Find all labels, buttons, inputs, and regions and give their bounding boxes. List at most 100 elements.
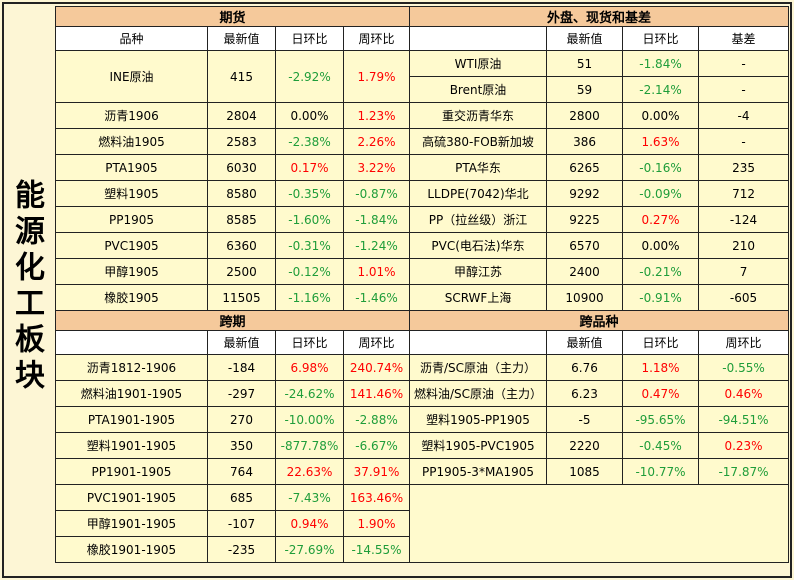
value-cell: -0.87% [342,180,411,207]
value-cell: 2.26% [342,128,411,155]
row-label: 塑料1905 [55,180,208,207]
value-cell: -27.69% [275,536,344,563]
section-title: 跨期 [54,310,411,331]
value-cell: -1.84% [342,206,411,233]
value-cell: 6030 [207,154,276,181]
value-cell: 163.46% [342,484,411,511]
table-row: PP1901-1905 764 22.63% 37.91% PP1905-3*MA190… [55,458,790,485]
column-header: 日环比 [622,330,700,355]
value-cell: 0.00% [622,102,700,129]
row-label: 沥青1812-1906 [55,354,208,381]
value-cell: -4 [698,102,790,129]
value-cell: 8580 [207,180,276,207]
value-cell: -24.62% [275,380,344,407]
value-cell: -0.21% [622,258,700,285]
row-label: PP1905 [55,206,208,233]
row-label: INE原油 [55,50,208,103]
value-cell: -0.31% [275,232,344,259]
value-cell: - [698,128,790,155]
table-row: 沥青1906 2804 0.00% 1.23% 重交沥青华东 2800 0.00% -4 [55,102,790,129]
row-label: SCRWF上海 [409,284,548,311]
value-cell: 2220 [546,432,624,459]
value-cell: -1.16% [275,284,344,311]
row-label: 沥青/SC原油（主力） [409,354,548,381]
column-header: 周环比 [698,330,790,355]
value-cell: 6.76 [546,354,624,381]
value-cell: -877.78% [275,432,344,459]
row-label: 燃料油1905 [55,128,208,155]
value-cell: 0.94% [275,510,344,537]
value-cell: 1.23% [342,102,411,129]
value-cell: -94.51% [698,406,790,433]
value-cell: -0.35% [275,180,344,207]
row-label: 塑料1905-PVC1905 [409,432,548,459]
value-cell: 0.00% [622,232,700,259]
column-header: 品种 [55,26,208,51]
value-cell: -6.67% [342,432,411,459]
value-cell: 1.79% [342,50,411,103]
table-row: 燃料油1901-1905 -297 -24.62% 141.46% 燃料油/SC原油（主… [55,380,790,407]
value-cell: -10.00% [275,406,344,433]
row-label: WTI原油 [409,50,548,77]
row-label: PP1905-3*MA1905 [409,458,548,485]
table-row: 甲醇1901-1905 -107 0.94% 1.90% [55,510,789,537]
value-cell: 1085 [546,458,624,485]
section-title: 跨品种 [409,310,790,331]
sidebar: 能源化工板块 [4,4,48,570]
column-header: 日环比 [622,26,700,51]
value-cell: -124 [698,206,790,233]
value-cell: -1.84% [622,50,700,77]
column-header-row: 品种 最新值 日环比 周环比 最新值 日环比 基差 [55,26,790,51]
value-cell: -5 [546,406,624,433]
row-label: 甲醇江苏 [409,258,548,285]
column-header: 最新值 [546,26,624,51]
value-cell: 3.22% [342,154,411,181]
row-label: 橡胶1901-1905 [55,536,208,563]
column-header: 基差 [698,26,790,51]
table-row: PTA1905 6030 0.17% 3.22% PTA华东 6265 -0.16% 235 [55,154,790,181]
table-row: INE原油 415 -2.92% 1.79% WTI原油 51 -1.84% - [55,50,790,103]
energy-chem-table: 期货 外盘、现货和基差 品种 最新值 日环比 周环比 最新值 日环比 基差 INE原油 415 -2.… [54,6,790,563]
bottom-section: 跨期 跨品种 最新值 日环比 周环比 最新值 日环比 周环比 沥青1812-1906 -184 6.… [54,310,790,563]
sidebar-title: 能源化工板块 [9,179,44,395]
value-cell: -2.14% [622,76,700,103]
value-cell: 11505 [207,284,276,311]
table-row: 燃料油1905 2583 -2.38% 2.26% 高硫380-FOB新加坡 386 1.6… [55,128,790,155]
value-cell: 2500 [207,258,276,285]
value-cell: 141.46% [342,380,411,407]
table-row: 塑料1901-1905 350 -877.78% -6.67% 塑料1905-PVC19… [55,432,790,459]
row-label: PVC1901-1905 [55,484,208,511]
value-cell: -0.16% [622,154,700,181]
value-cell: -2.38% [275,128,344,155]
value-cell: -7.43% [275,484,344,511]
value-cell: -605 [698,284,790,311]
value-cell: - [698,76,790,103]
value-cell: 6265 [546,154,624,181]
value-cell: -297 [207,380,276,407]
row-label: PTA1905 [55,154,208,181]
table-row: PVC1905 6360 -0.31% -1.24% PVC(电石法)华东 6570 0.0… [55,232,790,259]
value-cell: -107 [207,510,276,537]
table-row: 甲醇1905 2500 -0.12% 1.01% 甲醇江苏 2400 -0.21% 7 [55,258,790,285]
value-cell: 1.18% [622,354,700,381]
section-title: 期货 [54,6,411,27]
value-cell: 235 [698,154,790,181]
value-cell: 1.01% [342,258,411,285]
value-cell: 0.23% [698,432,790,459]
row-label: 沥青1906 [55,102,208,129]
value-cell: -0.55% [698,354,790,381]
section-title: 外盘、现货和基差 [409,6,790,27]
row-label: 重交沥青华东 [409,102,548,129]
value-cell: -0.91% [622,284,700,311]
value-cell: 37.91% [342,458,411,485]
value-cell: -95.65% [622,406,700,433]
section-header-row: 期货 外盘、现货和基差 [54,6,790,27]
row-label: PP1901-1905 [55,458,208,485]
column-header: 最新值 [207,330,276,355]
row-label: PP（拉丝级）浙江 [409,206,548,233]
value-cell: 2583 [207,128,276,155]
value-cell: 22.63% [275,458,344,485]
column-header: 最新值 [207,26,276,51]
value-cell: -235 [207,536,276,563]
value-cell: 2804 [207,102,276,129]
